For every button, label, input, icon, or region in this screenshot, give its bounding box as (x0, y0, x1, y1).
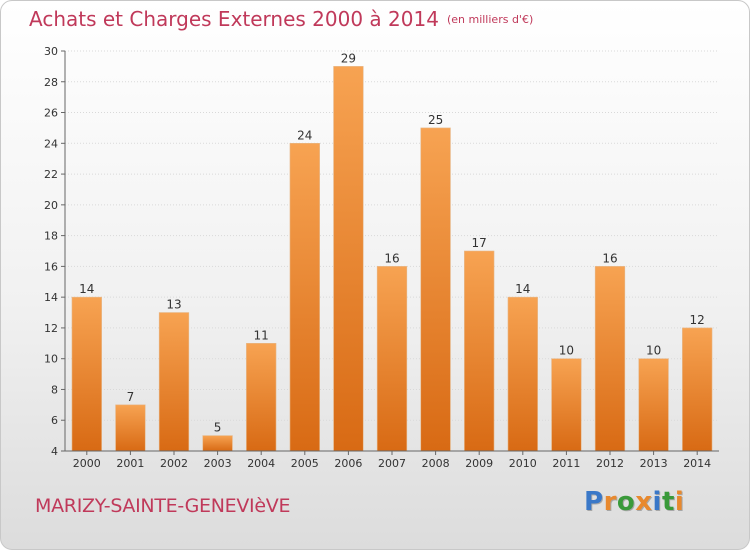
bar-2008[interactable] (420, 127, 451, 452)
bar-2000[interactable] (71, 296, 102, 452)
y-tick-label: 28 (44, 76, 58, 89)
bar-2014[interactable] (682, 327, 713, 452)
x-tick-label: 2006 (334, 457, 362, 470)
logo-letter: o (616, 487, 636, 517)
bar-2012[interactable] (594, 266, 626, 452)
x-tick-label: 2011 (552, 457, 580, 470)
bar-2011[interactable] (551, 358, 582, 452)
x-tick-label: 2008 (422, 457, 450, 470)
bar-value-label: 13 (166, 298, 181, 312)
bar-2004[interactable] (246, 343, 277, 452)
y-tick-label: 12 (44, 322, 58, 335)
logo-letter: i (674, 487, 685, 517)
bar-value-label: 14 (515, 282, 530, 296)
bar-2007[interactable] (376, 266, 408, 452)
chart-title: Achats et Charges Externes 2000 à 2014 (e… (29, 7, 533, 31)
bar-2013[interactable] (638, 358, 669, 452)
y-tick-label: 26 (44, 107, 58, 120)
logo-letter: t (661, 487, 675, 517)
y-tick-label: 4 (51, 445, 58, 458)
logo-letter: r (603, 487, 617, 517)
bar-value-label: 12 (690, 313, 705, 327)
y-tick-label: 20 (44, 199, 58, 212)
bar-value-label: 16 (384, 251, 399, 265)
bar-value-label: 7 (127, 390, 135, 404)
logo-letter: i (652, 487, 662, 517)
y-tick-label: 30 (44, 45, 58, 58)
x-tick-label: 2004 (247, 457, 275, 470)
bar-value-label: 17 (472, 236, 487, 250)
bar-value-label: 29 (341, 51, 356, 65)
x-tick-label: 2005 (291, 457, 319, 470)
bar-value-label: 5 (214, 421, 222, 435)
x-tick-label: 2000 (73, 457, 101, 470)
bar-value-label: 10 (646, 344, 661, 358)
x-tick-label: 2010 (509, 457, 537, 470)
bar-2010[interactable] (507, 296, 538, 452)
x-tick-label: 2003 (204, 457, 232, 470)
bar-2001[interactable] (115, 404, 146, 452)
x-tick-label: 2013 (640, 457, 668, 470)
y-tick-label: 16 (44, 260, 58, 273)
logo-letter: x (635, 487, 653, 517)
bar-2002[interactable] (158, 312, 190, 452)
bar-2006[interactable] (333, 66, 364, 452)
proxiti-logo[interactable]: Proxiti (584, 487, 684, 517)
bar-2009[interactable] (464, 250, 495, 452)
x-tick-label: 2001 (116, 457, 144, 470)
bar-value-label: 24 (297, 128, 312, 142)
bar-2005[interactable] (289, 143, 320, 452)
bar-value-label: 14 (79, 282, 94, 296)
x-tick-label: 2007 (378, 457, 406, 470)
x-tick-label: 2014 (683, 457, 711, 470)
y-tick-label: 14 (44, 291, 58, 304)
y-tick-label: 18 (44, 230, 58, 243)
bar-value-label: 10 (559, 344, 574, 358)
y-tick-label: 6 (51, 414, 58, 427)
x-tick-label: 2012 (596, 457, 624, 470)
x-tick-label: 2002 (160, 457, 188, 470)
x-tick-label: 2009 (465, 457, 493, 470)
chart-title-text: Achats et Charges Externes 2000 à 2014 (29, 7, 439, 31)
y-tick-label: 10 (44, 353, 58, 366)
bar-value-label: 16 (602, 251, 617, 265)
town-name: MARIZY-SAINTE-GENEVIèVE (35, 495, 291, 517)
logo-letter: P (584, 487, 604, 517)
bar-2003[interactable] (202, 435, 233, 452)
y-tick-label: 24 (44, 137, 58, 150)
y-tick-label: 8 (51, 383, 58, 396)
bar-value-label: 25 (428, 113, 443, 127)
chart-unit-note: (en milliers d'€) (446, 13, 534, 26)
y-tick-label: 22 (44, 168, 58, 181)
bar-value-label: 11 (254, 328, 269, 342)
